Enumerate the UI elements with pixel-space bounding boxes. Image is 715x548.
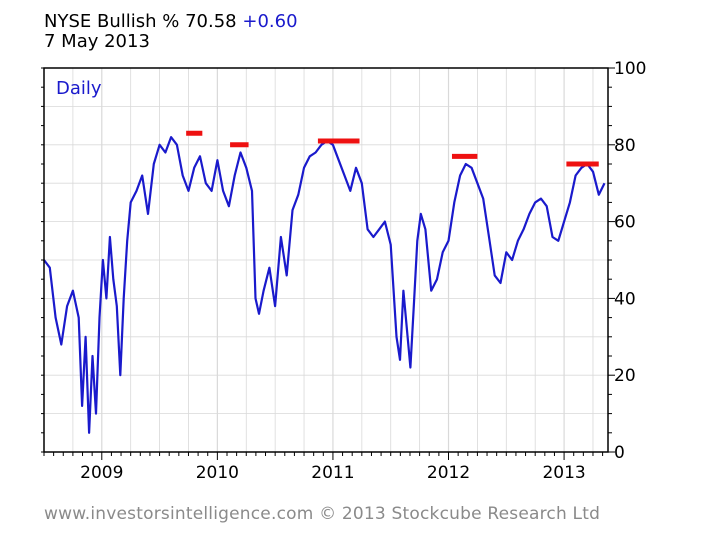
series-legend-daily: Daily [56, 78, 102, 99]
x-tick-label: 2009 [80, 463, 123, 483]
bullish-value: 70.58 [185, 11, 237, 32]
axes: 0 20 40 60 80 100 2009 2010 2011 2012 2013 [41, 59, 646, 483]
y-tick-label: 80 [614, 136, 636, 156]
x-tick-label: 2011 [311, 463, 354, 483]
y-tick-label: 40 [614, 289, 636, 309]
footer-credit: www.investorsintelligence.com © 2013 Sto… [44, 504, 601, 524]
chart-title: NYSE Bullish % 70.58 +0.60 [44, 12, 298, 32]
series-layer [43, 136, 606, 434]
grid-lines [43, 68, 608, 452]
bullish-change: +0.60 [242, 11, 298, 32]
y-tick-label: 60 [614, 213, 636, 233]
y-tick-label: 100 [614, 59, 646, 79]
x-tick-label: 2010 [196, 463, 239, 483]
y-tick-label: 0 [614, 443, 625, 463]
peak-markers [186, 130, 599, 167]
x-tick-label: 2013 [542, 463, 585, 483]
chart-date: 7 May 2013 [44, 31, 150, 52]
symbol-label: NYSE Bullish % [44, 11, 180, 32]
x-tick-label: 2012 [427, 463, 470, 483]
series-line-daily [43, 136, 606, 434]
y-tick-label: 20 [614, 366, 636, 386]
